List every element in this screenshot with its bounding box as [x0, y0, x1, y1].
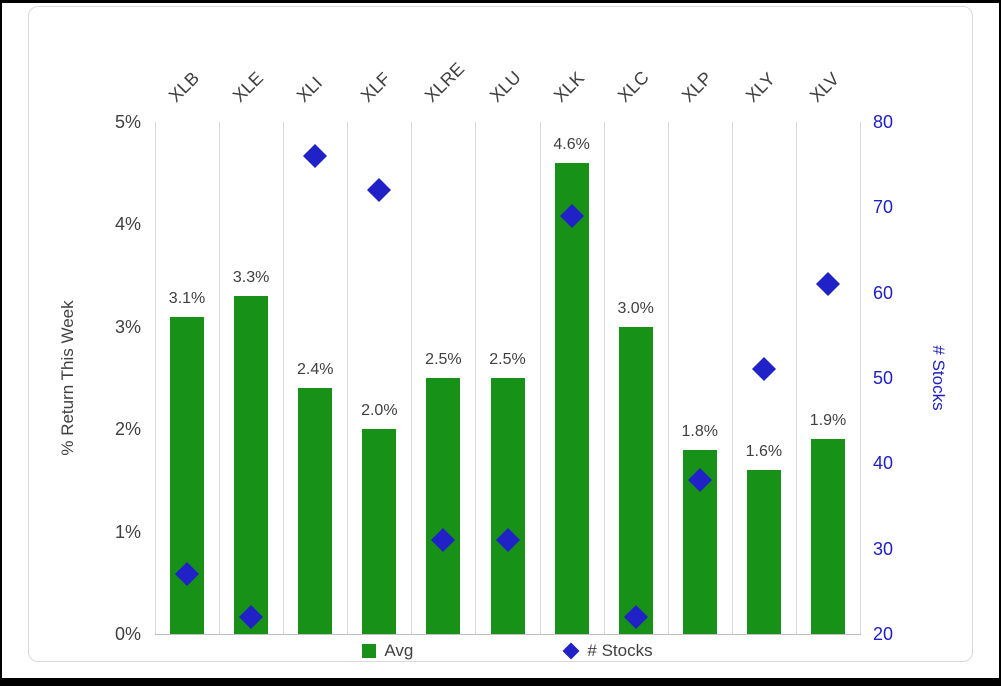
- gridline-vertical: [539, 122, 541, 634]
- avg-series-swatch-icon: [362, 644, 377, 658]
- scatter-diamond-icon: [367, 178, 392, 203]
- bar: [490, 378, 525, 634]
- y2-axis-tick-label: 60: [873, 282, 894, 303]
- category-label: XLRE: [421, 58, 469, 106]
- category-label: XLC: [613, 67, 653, 106]
- bar-data-label: 3.1%: [168, 289, 206, 307]
- gridline-vertical: [795, 122, 797, 634]
- legend-label-stocks: # Stocks: [587, 641, 653, 660]
- y2-axis-tick-label: 40: [873, 453, 894, 474]
- gridline-vertical: [860, 122, 861, 634]
- left-axis-title: % Return This Week: [58, 300, 77, 456]
- gridline-vertical: [411, 122, 413, 634]
- y2-axis-tick-label: 50: [873, 368, 894, 388]
- scatter-diamond-icon: [751, 357, 776, 382]
- category-label: XLY: [741, 68, 779, 106]
- category-label: XLF: [357, 68, 395, 106]
- gridline-vertical: [667, 122, 669, 634]
- y-axis-tick-label: 1%: [114, 521, 141, 542]
- gridline-vertical: [731, 122, 733, 634]
- y2-axis-tick-label: 80: [873, 112, 894, 132]
- gridline-vertical: [347, 122, 349, 634]
- bar-data-label: 1.8%: [681, 422, 718, 440]
- bar: [362, 429, 397, 634]
- category-label: XLI: [293, 72, 327, 106]
- category-label: XLV: [805, 68, 844, 106]
- stocks-series-swatch-icon: [562, 642, 580, 660]
- y2-axis-tick-label: 30: [873, 538, 894, 559]
- x-axis-line: [155, 634, 861, 635]
- category-label: XLP: [677, 67, 716, 106]
- y2-axis-tick-label: 70: [873, 197, 894, 218]
- bar: [170, 316, 205, 634]
- bar-data-label: 2.4%: [296, 361, 334, 379]
- gridline-vertical: [155, 122, 156, 634]
- bar-data-label: 3.3%: [232, 269, 270, 287]
- bar: [426, 378, 461, 634]
- gridline-vertical: [283, 122, 285, 634]
- y-axis-tick-label: 5%: [114, 112, 141, 132]
- chart-legend: Avg # Stocks: [155, 638, 860, 664]
- bar-data-label: 2.5%: [489, 351, 526, 368]
- scatter-diamond-icon: [303, 144, 328, 169]
- category-label: XLB: [164, 67, 204, 106]
- legend-item-stocks: # Stocks: [562, 641, 653, 661]
- bar: [746, 470, 781, 634]
- category-label: XLE: [228, 67, 268, 106]
- bar: [810, 439, 845, 634]
- right-axis-title: # Stocks: [929, 345, 948, 411]
- gridline-vertical: [219, 122, 221, 634]
- scatter-diamond-icon: [815, 272, 840, 297]
- bar-data-label: 1.9%: [809, 412, 847, 430]
- gridline-vertical: [603, 122, 605, 634]
- category-label: XLU: [485, 67, 525, 106]
- y-axis-tick-label: 2%: [114, 419, 141, 440]
- bar-data-label: 2.0%: [361, 402, 398, 420]
- bar-data-label: 3.0%: [617, 299, 654, 317]
- y2-axis-tick-label: 20: [873, 624, 894, 644]
- y-axis-tick-label: 3%: [114, 316, 141, 337]
- bar-data-label: 1.6%: [745, 443, 783, 461]
- bar: [234, 296, 269, 634]
- bar-data-label: 4.6%: [553, 135, 590, 153]
- bar-data-label: 2.5%: [425, 351, 462, 368]
- bar: [554, 162, 589, 634]
- category-label: XLK: [549, 67, 588, 106]
- gridline-vertical: [475, 122, 477, 634]
- legend-label-avg: Avg: [384, 641, 414, 660]
- bar: [618, 326, 653, 634]
- legend-item-avg: Avg: [362, 641, 413, 661]
- y-axis-tick-label: 0%: [114, 624, 141, 644]
- y-axis-tick-label: 4%: [114, 214, 141, 235]
- bar: [298, 388, 333, 634]
